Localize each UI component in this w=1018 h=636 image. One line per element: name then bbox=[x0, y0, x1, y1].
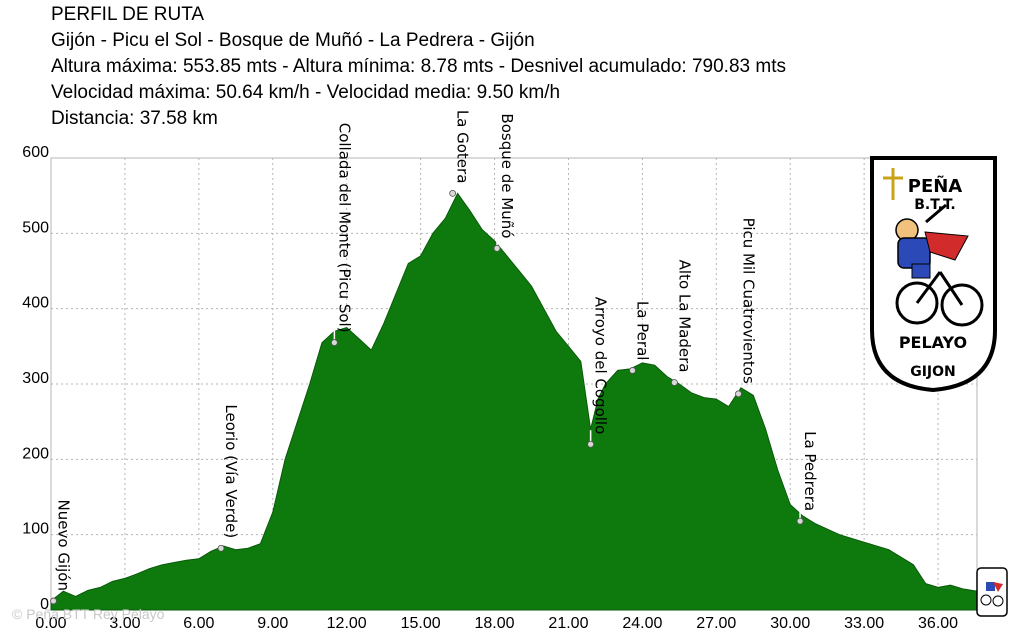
waypoint-label: La Gotera bbox=[454, 110, 472, 184]
waypoint-marker bbox=[50, 597, 57, 605]
waypoint-marker bbox=[671, 379, 678, 386]
y-tick-label: 400 bbox=[22, 295, 49, 312]
logo-shield-icon bbox=[870, 156, 997, 393]
x-tick-label: 24.00 bbox=[622, 615, 662, 632]
club-logo: PEÑA B.T.T. PELAYO GIJON bbox=[870, 156, 997, 393]
waypoint-annotations: Nuevo Gijón Leorio (Vía Verde) Collada del… bbox=[50, 110, 819, 605]
y-tick-label: 100 bbox=[22, 521, 49, 538]
x-tick-label: 3.00 bbox=[109, 615, 140, 632]
waypoint-label: Nuevo Gijón bbox=[54, 500, 72, 591]
y-tick-label: 300 bbox=[22, 370, 49, 387]
waypoint-label: La Peral bbox=[634, 301, 652, 361]
speed-stats: Velocidad máxima: 50.64 km/h - Velocidad… bbox=[51, 82, 561, 103]
waypoint-label: La Pedrera bbox=[801, 431, 819, 511]
waypoint-marker bbox=[493, 244, 501, 252]
small-club-logo bbox=[976, 567, 1008, 617]
y-tick-label: 200 bbox=[22, 445, 49, 462]
distance-stat: Distancia: 37.58 km bbox=[51, 108, 218, 129]
x-tick-label: 12.00 bbox=[327, 615, 367, 632]
x-tick-label: 36.00 bbox=[918, 615, 958, 632]
x-tick-label: 33.00 bbox=[844, 615, 884, 632]
elevation-area-layer bbox=[50, 192, 978, 611]
logo-name-text: PELAYO bbox=[899, 333, 967, 352]
y-tick-label: 600 bbox=[22, 144, 49, 161]
route-description: Gijón - Picu el Sol - Bosque de Muñó - L… bbox=[51, 30, 535, 51]
waypoint-marker bbox=[330, 339, 338, 346]
waypoint-label: Arroyo del Cogollo bbox=[592, 297, 610, 435]
logo-city-text: GIJON bbox=[910, 364, 956, 380]
waypoint-label: Picu Mil Cuatrovientos bbox=[739, 218, 757, 384]
x-tick-label: 0.00 bbox=[35, 615, 66, 632]
waypoint-marker bbox=[217, 544, 225, 552]
logo-top-text: PEÑA bbox=[908, 174, 963, 197]
x-tick-label: 27.00 bbox=[696, 615, 736, 632]
waypoint-label: Leorio (Vía Verde) bbox=[222, 404, 240, 538]
profile-title: PERFIL DE RUTA bbox=[51, 4, 205, 25]
logo-mid-text: B.T.T. bbox=[914, 197, 955, 213]
x-tick-label: 9.00 bbox=[257, 615, 288, 632]
waypoint-label: Collada del Monte (Picu Sol) bbox=[335, 123, 353, 333]
cyclist-emblem-icon bbox=[895, 203, 984, 327]
waypoint-label: Bosque de Muñó bbox=[498, 113, 516, 238]
copyright-credit: © Peña BTT Rey Pelayo bbox=[12, 606, 165, 622]
waypoint-marker bbox=[796, 517, 804, 525]
y-tick-label: 500 bbox=[22, 219, 49, 236]
altitude-stats: Altura máxima: 553.85 mts - Altura mínim… bbox=[51, 56, 786, 77]
elevation-area bbox=[50, 192, 978, 611]
x-tick-label: 21.00 bbox=[548, 615, 588, 632]
x-tick-label: 6.00 bbox=[183, 615, 214, 632]
waypoint-label: Alto La Madera bbox=[675, 260, 693, 373]
waypoint-marker bbox=[587, 440, 595, 448]
y-tick-label: 0 bbox=[40, 596, 49, 613]
x-tick-label: 15.00 bbox=[401, 615, 441, 632]
route-header: PERFIL DE RUTA Gijón - Picu el Sol - Bos… bbox=[51, 2, 786, 132]
x-tick-label: 30.00 bbox=[770, 615, 810, 632]
x-tick-label: 18.00 bbox=[475, 615, 515, 632]
waypoint-marker bbox=[629, 367, 636, 374]
waypoint-marker bbox=[735, 390, 742, 398]
waypoint-marker bbox=[449, 190, 457, 197]
chart-axes: 600 500 400 300 200 100 0 0.00 3.00 6.00 9.00 12.00… bbox=[22, 144, 958, 632]
